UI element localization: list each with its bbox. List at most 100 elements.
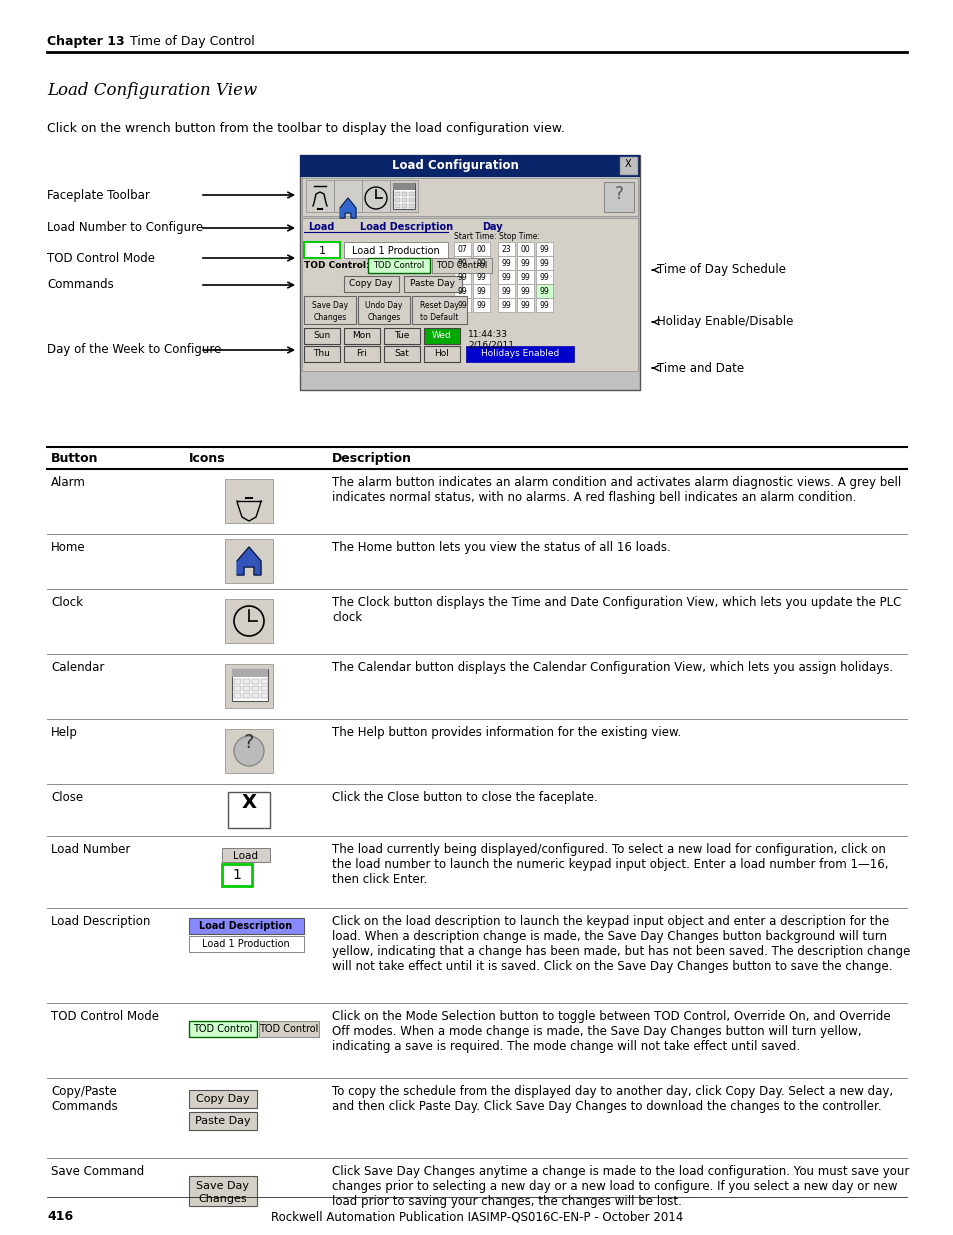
Text: 00: 00 — [519, 245, 529, 254]
Text: Mon: Mon — [352, 331, 371, 340]
Text: Paste Day: Paste Day — [195, 1116, 251, 1126]
Bar — [357, 296, 410, 324]
Bar — [189, 918, 304, 934]
Bar — [302, 178, 638, 216]
Bar — [243, 679, 250, 684]
Bar — [232, 669, 268, 701]
Bar — [189, 1176, 256, 1207]
Bar — [252, 685, 258, 692]
Bar — [393, 183, 415, 209]
Bar — [423, 346, 459, 362]
Text: Hol: Hol — [435, 350, 449, 358]
Bar — [304, 296, 355, 324]
Text: The load currently being displayed/configured. To select a new load for configur: The load currently being displayed/confi… — [332, 844, 887, 885]
Bar — [189, 1021, 256, 1037]
Text: 99: 99 — [538, 287, 548, 296]
Text: 1: 1 — [318, 246, 325, 256]
Bar — [454, 256, 471, 270]
Text: Time of Day Control: Time of Day Control — [130, 35, 254, 48]
Bar — [225, 479, 273, 522]
Text: Holidays Enabled: Holidays Enabled — [480, 350, 558, 358]
Bar — [497, 284, 515, 298]
Text: TOD Control: TOD Control — [436, 261, 487, 270]
Bar — [517, 256, 534, 270]
Text: 99: 99 — [500, 273, 511, 282]
Bar — [619, 157, 637, 174]
Bar — [225, 538, 273, 583]
Text: 99: 99 — [519, 301, 529, 310]
Bar — [536, 270, 553, 284]
Bar — [334, 180, 361, 212]
Text: Save Day
Changes: Save Day Changes — [312, 301, 348, 322]
Text: TOD Control Mode: TOD Control Mode — [47, 252, 154, 264]
Text: 99: 99 — [476, 301, 485, 310]
Bar — [497, 256, 515, 270]
Text: Close: Close — [51, 790, 83, 804]
Bar — [473, 298, 490, 312]
Bar — [384, 329, 419, 345]
Text: The Help button provides information for the existing view.: The Help button provides information for… — [332, 726, 680, 739]
Text: Load 1 Production: Load 1 Production — [202, 939, 290, 948]
Text: 99: 99 — [476, 273, 485, 282]
Text: Sun: Sun — [313, 331, 331, 340]
Text: Click the Close button to close the faceplate.: Click the Close button to close the face… — [332, 790, 598, 804]
Text: X: X — [624, 159, 631, 169]
Text: TOD Control:: TOD Control: — [304, 261, 369, 270]
Text: 23: 23 — [500, 245, 510, 254]
Text: Load: Load — [308, 222, 334, 232]
Text: The Clock button displays the Time and Date Configuration View, which lets you u: The Clock button displays the Time and D… — [332, 597, 901, 624]
Text: 99: 99 — [519, 287, 529, 296]
Bar — [228, 792, 270, 827]
Text: Stop Time:: Stop Time: — [498, 232, 539, 241]
Text: 99: 99 — [456, 287, 466, 296]
Bar — [304, 329, 339, 345]
Bar — [344, 242, 448, 258]
Text: Load Configuration: Load Configuration — [391, 159, 517, 172]
Text: Load Number to Configure: Load Number to Configure — [47, 221, 203, 235]
Bar — [233, 693, 241, 698]
Text: 99: 99 — [500, 287, 511, 296]
Bar — [243, 693, 250, 698]
Text: To copy the schedule from the displayed day to another day, click Copy Day. Sele: To copy the schedule from the displayed … — [332, 1086, 892, 1113]
Text: 99: 99 — [456, 301, 466, 310]
Bar — [536, 284, 553, 298]
Text: Paste Day: Paste Day — [410, 279, 455, 288]
Bar — [261, 693, 268, 698]
Bar — [299, 156, 639, 390]
Bar — [517, 270, 534, 284]
Text: Load 1 Production: Load 1 Production — [352, 246, 439, 256]
Text: Thu: Thu — [314, 350, 330, 358]
Bar — [261, 685, 268, 692]
Polygon shape — [339, 198, 355, 219]
Text: Reset Day
to Default: Reset Day to Default — [419, 301, 458, 322]
Bar — [225, 729, 273, 773]
Bar — [189, 1112, 256, 1130]
Bar — [395, 191, 399, 196]
Bar — [306, 180, 334, 212]
Bar — [384, 346, 419, 362]
Bar — [222, 864, 252, 885]
Text: X: X — [241, 793, 256, 811]
Bar — [465, 346, 574, 362]
Text: TOD Control: TOD Control — [259, 1024, 318, 1034]
Text: Fri: Fri — [356, 350, 367, 358]
Bar — [302, 219, 638, 370]
Bar — [252, 679, 258, 684]
Text: 99: 99 — [476, 259, 485, 268]
Bar — [233, 685, 241, 692]
Text: Chapter 13: Chapter 13 — [47, 35, 125, 48]
Bar — [497, 270, 515, 284]
Text: Wed: Wed — [432, 331, 452, 340]
Text: Day of the Week to Configure: Day of the Week to Configure — [47, 343, 221, 357]
Bar — [225, 664, 273, 708]
Text: Load Description: Load Description — [359, 222, 453, 232]
Text: Load: Load — [233, 851, 258, 861]
Text: Day: Day — [481, 222, 502, 232]
Bar — [222, 848, 270, 862]
Text: Holiday Enable/Disable: Holiday Enable/Disable — [657, 315, 793, 329]
Text: TOD Control Mode: TOD Control Mode — [51, 1010, 159, 1023]
Bar — [252, 693, 258, 698]
Text: 11:44:33
2/16/2011: 11:44:33 2/16/2011 — [468, 330, 514, 350]
Bar — [473, 270, 490, 284]
Text: Clock: Clock — [51, 597, 83, 609]
